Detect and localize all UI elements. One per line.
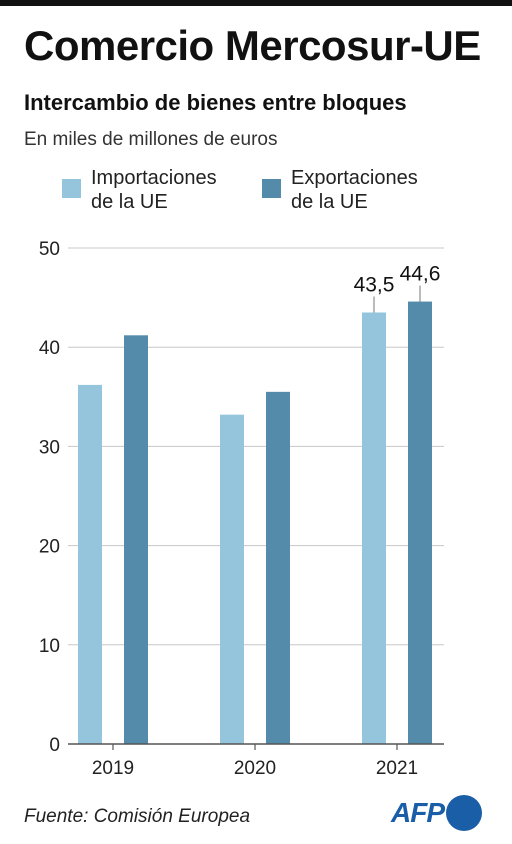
afp-logo: AFP (391, 795, 482, 831)
bar-2019-imports (78, 384, 102, 744)
legend-label-imports: Importaciones de la UE (91, 166, 251, 214)
unit-label: En miles de millones de euros (24, 129, 278, 150)
x-tick-label-2021: 2021 (376, 758, 418, 779)
legend-item-imports: Importaciones de la UE (62, 166, 251, 214)
bar-2021-exports (408, 301, 432, 744)
legend-item-exports: Exportaciones de la UE (262, 166, 451, 214)
afp-logo-dot (446, 795, 482, 831)
chart-subtitle: Intercambio de bienes entre bloques (24, 90, 407, 115)
data-label-2021-0: 43,5 (354, 273, 395, 296)
data-label-2021-1: 44,6 (400, 263, 441, 286)
legend-label-exports: Exportaciones de la UE (291, 166, 451, 214)
bar-2020-imports (220, 414, 244, 744)
bar-2021-imports (362, 312, 386, 744)
bar-2020-exports (266, 391, 290, 744)
legend-swatch-exports (262, 179, 281, 198)
y-tick-label-50: 50 (39, 239, 60, 260)
legend-label-imports-line2: de la UE (91, 191, 168, 213)
y-tick-label-20: 20 (39, 537, 60, 558)
legend-label-exports-line2: de la UE (291, 191, 368, 213)
bar-chart: 0 10 20 30 40 50 2019 2020 2021 43,5 44,6 (39, 239, 444, 779)
legend-label-imports-line1: Importaciones (91, 167, 217, 189)
y-tick-label-0: 0 (49, 735, 60, 756)
y-tick-label-40: 40 (39, 338, 60, 359)
afp-logo-text: AFP (391, 797, 445, 828)
top-rule (0, 0, 512, 6)
x-tick-label-2020: 2020 (234, 758, 276, 779)
y-tick-label-10: 10 (39, 636, 60, 657)
chart-title: Comercio Mercosur-UE (24, 22, 481, 69)
legend-label-exports-line1: Exportaciones (291, 167, 418, 189)
bar-2019-exports (124, 335, 148, 744)
source-note: Fuente: Comisión Europea (24, 806, 251, 827)
y-tick-label-30: 30 (39, 437, 60, 458)
x-tick-label-2019: 2019 (92, 758, 134, 779)
legend-swatch-imports (62, 179, 81, 198)
